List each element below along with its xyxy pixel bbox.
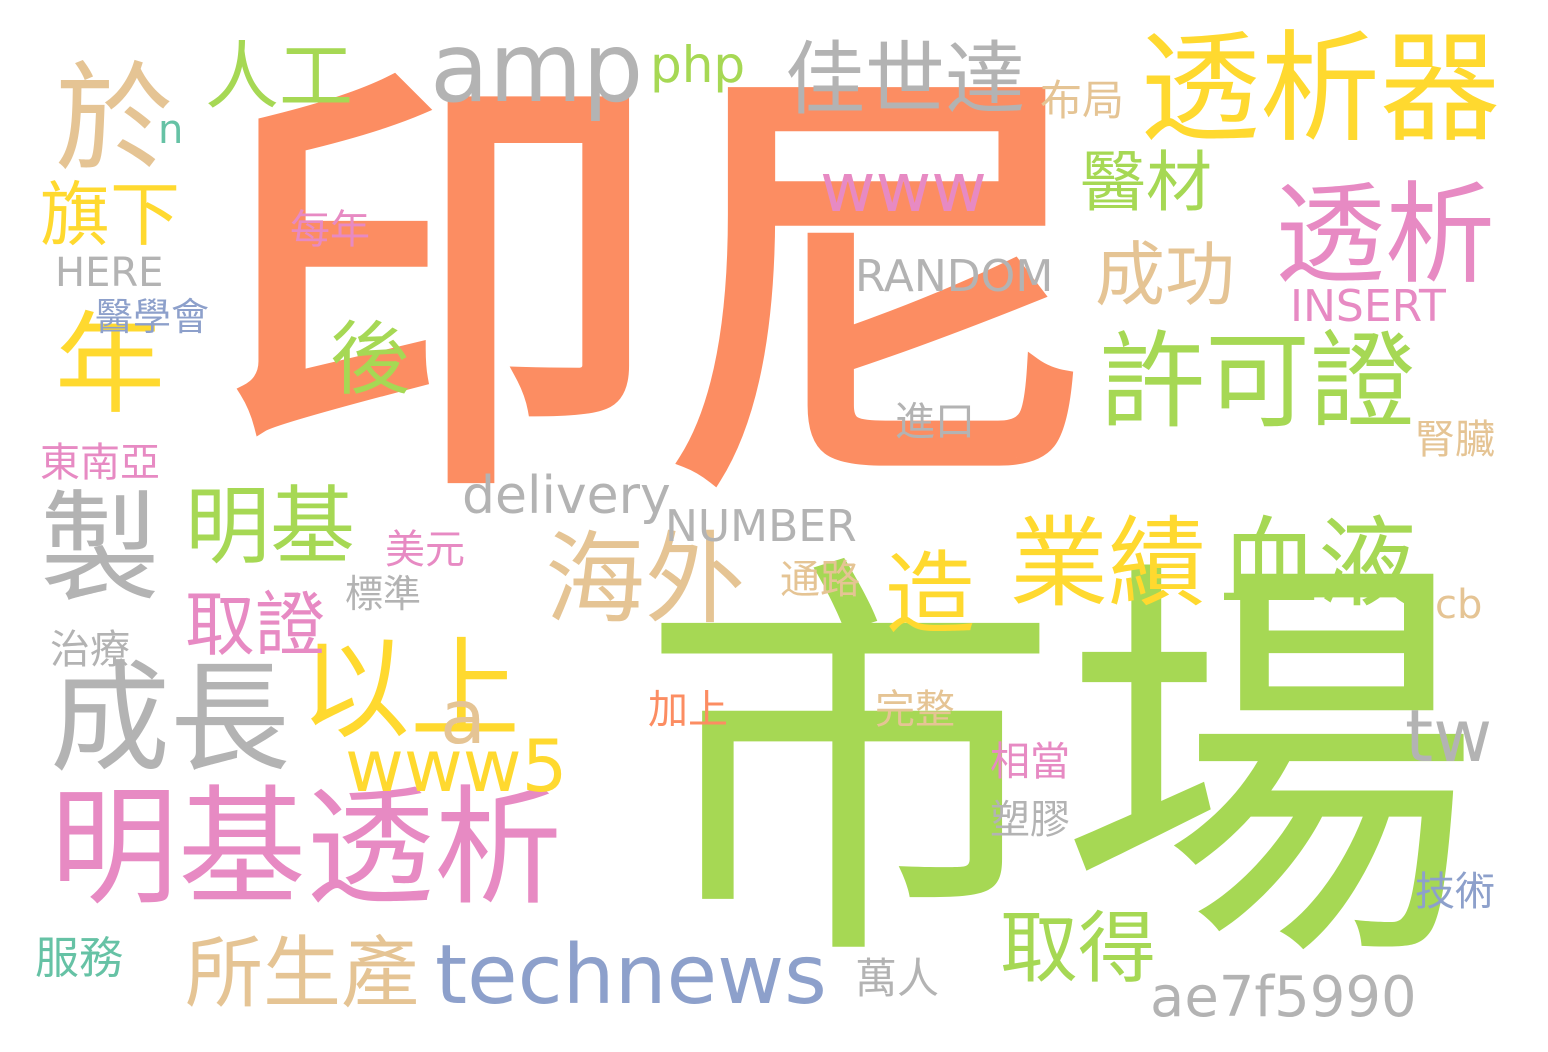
word-a: a [440, 673, 486, 761]
word-suoshengchan: 所生產 [185, 929, 420, 1019]
word-xukezheng: 許可證 [1100, 321, 1416, 443]
word-cb: cb [1435, 582, 1483, 628]
word-haiwai: 海外 [545, 521, 745, 638]
word-ae7f5990: ae7f5990 [1150, 965, 1417, 1030]
word-yu: 於 [55, 50, 174, 188]
word-fuwu: 服務 [35, 933, 123, 984]
word-zao: 造 [885, 542, 975, 647]
word-zhi: 製 [40, 480, 160, 619]
word-hou: 後 [330, 313, 410, 406]
word-technews: technews [435, 928, 827, 1023]
word-xueye: 血液 [1220, 507, 1417, 621]
word-tonglu: 通路 [780, 557, 860, 603]
word-yishang: 以上 [300, 626, 520, 754]
word-delivery: delivery [462, 466, 671, 526]
word-number: NUMBER [665, 501, 857, 552]
word-suojiao: 塑膠 [990, 797, 1070, 843]
word-buju: 布局 [1040, 76, 1125, 125]
word-www: www [820, 149, 987, 228]
word-tw: tw [1405, 694, 1493, 778]
word-qude: 取得 [1000, 904, 1157, 994]
word-wanzheng: 完整 [875, 687, 955, 733]
word-insert: INSERT [1290, 281, 1446, 332]
word-dongnanya: 東南亞 [40, 440, 160, 486]
word-zhiliao: 治療 [50, 627, 130, 673]
word-chengzhang: 成長 [50, 650, 290, 789]
word-jinkou: 進口 [895, 399, 975, 445]
word-nian: 年 [55, 301, 165, 429]
word-yeji: 業績 [1010, 507, 1207, 621]
word-php: php [650, 36, 746, 94]
word-yixuehui: 醫學會 [95, 295, 210, 339]
word-touxiqi: 透析器 [1140, 20, 1500, 159]
word-here: HERE [55, 250, 164, 296]
word-www5: www5 [345, 724, 568, 808]
word-xiangdang: 相當 [990, 739, 1070, 785]
word-jiashida: 佳世達 [785, 33, 1025, 126]
word-mingji: 明基 [185, 478, 356, 577]
word-chenggong: 成功 [1095, 234, 1235, 316]
word-random: RANDOM [855, 251, 1054, 302]
word-yicai: 醫材 [1080, 144, 1212, 221]
word-touxi: 透析 [1275, 171, 1495, 299]
word-quzheng: 取證 [185, 584, 325, 666]
word-yinni: 印尼 [220, 34, 1100, 546]
word-shichang: 市場 [640, 525, 1480, 1014]
word-biaozhun: 標準 [345, 572, 422, 616]
word-meiyuan: 美元 [385, 527, 465, 573]
word-amp: amp [430, 12, 644, 124]
word-qixia: 旗下 [40, 174, 180, 256]
word-jiashang: 加上 [648, 687, 728, 733]
word-wanren: 萬人 [855, 954, 940, 1003]
word-n: n [158, 107, 184, 153]
word-mingji-touxi: 明基透析 [50, 774, 563, 923]
word-shenzang: 腎臟 [1415, 417, 1495, 463]
word-jishu: 技術 [1415, 869, 1495, 915]
word-meinian: 每年 [290, 207, 370, 253]
word-rengong: 人工 [205, 34, 353, 120]
